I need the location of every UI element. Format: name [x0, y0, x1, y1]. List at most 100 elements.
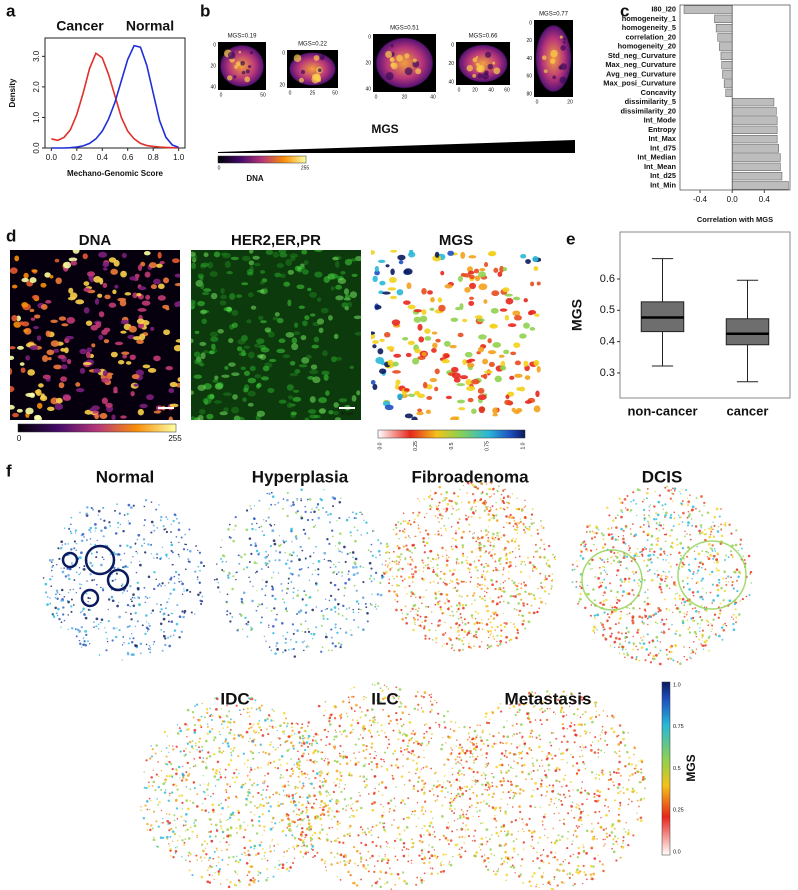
- cell-dot: [201, 808, 204, 812]
- cell-dot: [272, 632, 275, 635]
- cell-dot: [262, 782, 264, 784]
- cell: [220, 294, 227, 300]
- cell-dot: [160, 585, 162, 587]
- cell-dot: [334, 784, 337, 787]
- cell-dot: [437, 624, 440, 627]
- cell-dot: [249, 737, 251, 740]
- cell-dot: [450, 526, 453, 528]
- cell-dot: [211, 715, 214, 717]
- cell-dot: [516, 524, 518, 527]
- cell-dot: [690, 657, 692, 660]
- cell-dot: [282, 635, 284, 637]
- cell-dot: [474, 617, 477, 620]
- cell-dot: [362, 566, 364, 569]
- cell: [354, 331, 361, 336]
- cell-dot: [675, 584, 677, 587]
- cell: [136, 339, 144, 344]
- cell-dot: [165, 530, 169, 534]
- cell-dot: [55, 589, 59, 593]
- cell-dot: [297, 819, 300, 821]
- cell-dot: [459, 604, 462, 607]
- cell-dot: [367, 870, 370, 873]
- cell-dot: [515, 507, 518, 511]
- cell-dot: [622, 590, 625, 593]
- cell-dot: [237, 811, 241, 814]
- cell-dot: [195, 545, 197, 547]
- cell-dot: [635, 656, 638, 658]
- cell: [246, 271, 254, 276]
- cell-dot: [155, 552, 159, 556]
- cell-dot: [127, 642, 130, 645]
- thumbnail-x-tick: 25: [310, 90, 316, 96]
- cell-dot: [424, 529, 428, 532]
- cell-dot: [167, 799, 170, 802]
- cell-dot: [91, 579, 94, 582]
- cell-dot: [732, 628, 736, 632]
- cell-dot: [275, 550, 277, 552]
- cell-dot: [267, 566, 270, 568]
- cell-dot: [520, 560, 524, 564]
- cell-dot: [323, 551, 327, 555]
- cell-dot: [500, 536, 502, 539]
- cell: [397, 254, 406, 261]
- cell: [132, 336, 142, 341]
- cell-dot: [532, 564, 535, 567]
- cell-dot: [709, 553, 713, 557]
- cell-dot: [682, 489, 684, 491]
- cell-dot: [298, 818, 302, 821]
- cell: [17, 345, 24, 350]
- cell-dot: [310, 837, 314, 841]
- cell-dot: [341, 551, 343, 553]
- cell-dot: [266, 492, 268, 495]
- cell-dot: [298, 795, 302, 799]
- cell-dot: [431, 622, 433, 625]
- cell: [157, 295, 166, 301]
- cell-dot: [343, 586, 347, 590]
- cell-dot: [260, 587, 264, 591]
- cell-dot: [247, 849, 250, 852]
- cell-dot: [64, 542, 67, 546]
- cell-dot: [257, 874, 260, 877]
- cell-dot: [181, 801, 184, 805]
- cell-dot: [139, 563, 142, 567]
- cell-dot: [274, 504, 276, 506]
- cell-dot: [681, 621, 685, 625]
- cell-dot: [629, 532, 633, 536]
- cell: [471, 379, 480, 385]
- cell: [29, 277, 37, 284]
- density-line: [51, 52, 179, 149]
- cell: [524, 375, 531, 381]
- cell-dot: [229, 834, 232, 837]
- cell: [422, 381, 428, 389]
- cell-dot: [306, 796, 309, 799]
- cell-dot: [393, 560, 396, 563]
- cell-dot: [170, 612, 173, 615]
- cell-dot: [418, 511, 421, 514]
- cell-dot: [320, 801, 323, 804]
- cell-dot: [608, 514, 611, 517]
- cell-dot: [291, 729, 294, 732]
- cell-dot: [334, 729, 337, 731]
- cell-dot: [301, 772, 304, 776]
- cell-dot: [277, 746, 279, 749]
- cell-dot: [701, 514, 704, 517]
- cell-dot: [437, 517, 439, 519]
- cell-dot: [709, 533, 712, 536]
- cell-dot: [172, 856, 175, 859]
- cell: [424, 336, 432, 341]
- cell-dot: [161, 836, 165, 840]
- cell-dot: [470, 550, 474, 554]
- cell-dot: [460, 628, 464, 632]
- cell-dot: [497, 485, 500, 488]
- cell-dot: [184, 820, 187, 823]
- cell: [516, 387, 521, 391]
- cell-dot: [417, 524, 420, 526]
- cell-dot: [356, 529, 359, 532]
- cell-dot: [277, 843, 279, 846]
- cell-dot: [428, 537, 430, 539]
- cell-dot: [239, 613, 241, 615]
- cell-dot: [193, 787, 196, 790]
- cell-dot: [440, 570, 442, 573]
- cell-dot: [589, 614, 592, 617]
- cell: [426, 396, 433, 400]
